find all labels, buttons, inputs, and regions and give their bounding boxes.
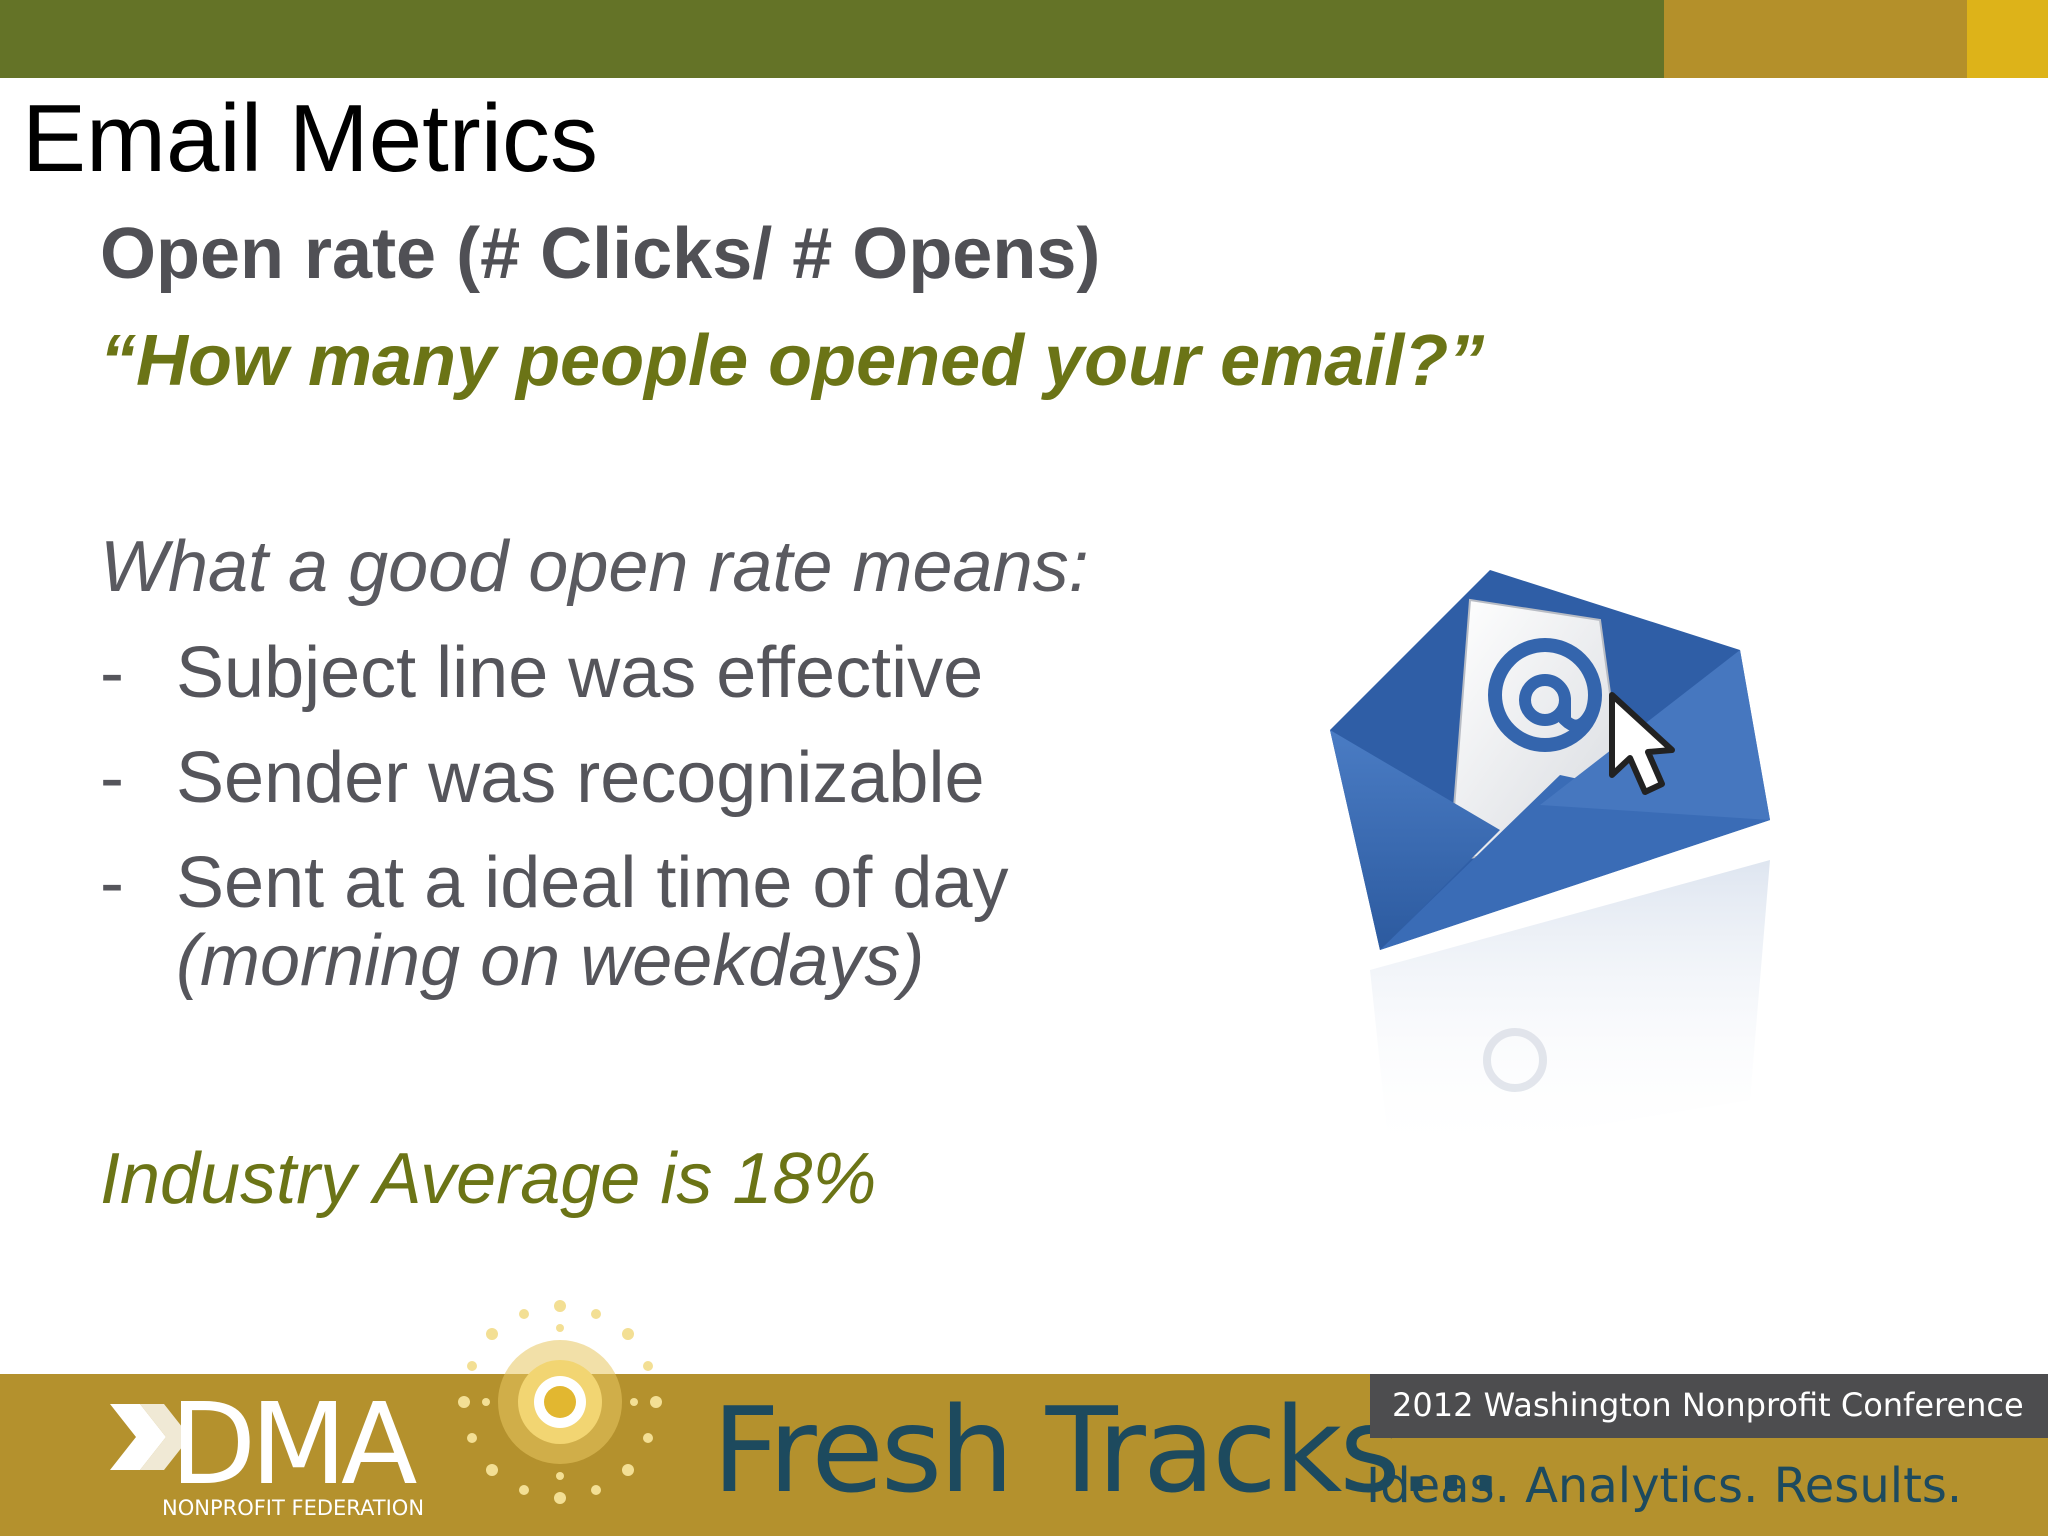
bullet-list: - Subject line was effective - Sender wa…	[100, 632, 1009, 1025]
bullet-text: Sender was recognizable	[176, 737, 985, 818]
top-bar-olive-segment	[0, 0, 1664, 78]
bullet-text: Sent at a ideal time of day	[176, 842, 1009, 923]
bullet-dash: -	[100, 842, 124, 923]
bullet-item: - Sent at a ideal time of day (morning o…	[100, 842, 1009, 1004]
bullet-item: - Subject line was effective	[100, 632, 1009, 715]
open-rate-question: “How many people opened your email?”	[100, 321, 1485, 401]
dma-chevron-icon	[110, 1404, 190, 1470]
top-color-bar	[0, 0, 2048, 78]
open-rate-definition: Open rate (# Clicks/ # Opens)	[100, 214, 1101, 294]
bullet-subtext: (morning on weekdays)	[176, 921, 925, 1002]
bullet-text: Subject line was effective	[176, 633, 984, 713]
dma-logo-subtitle: NONPROFIT FEDERATION	[162, 1496, 425, 1520]
conference-tagline: Ideas. Analytics. Results.	[1366, 1458, 1963, 1514]
conference-bar	[1370, 1374, 2048, 1438]
top-bar-gold-segment	[1664, 0, 1967, 78]
envelope-icon	[1330, 570, 1770, 1160]
industry-average: Industry Average is 18%	[100, 1139, 877, 1219]
means-heading: What a good open rate means:	[100, 527, 1089, 607]
conference-name: 2012 Washington Nonprofit Conference	[1392, 1386, 2024, 1424]
dma-logo-word: DMA	[170, 1380, 417, 1510]
sun-logo-icon	[458, 1300, 662, 1504]
bullet-dash: -	[100, 633, 124, 713]
slide-title: Email Metrics	[22, 85, 599, 192]
cursor-arrow-icon	[1609, 692, 1675, 795]
bullet-item: - Sender was recognizable	[100, 737, 1009, 820]
top-bar-yellow-segment	[1967, 0, 2048, 78]
at-sign-icon	[1488, 638, 1602, 752]
bullet-dash: -	[100, 737, 124, 818]
